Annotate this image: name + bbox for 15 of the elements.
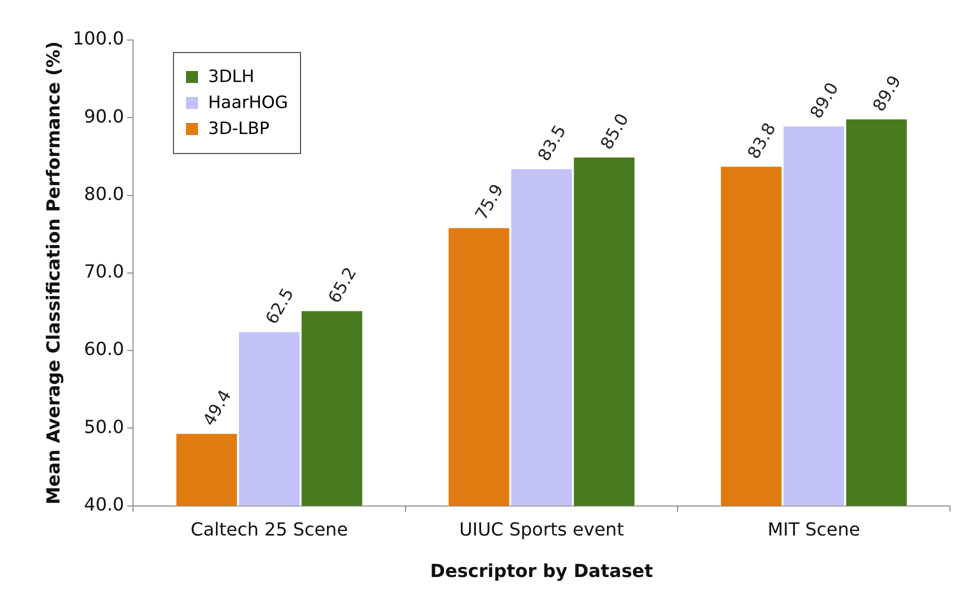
y-tick-label: 70.0 <box>84 262 124 283</box>
x-axis-title: Descriptor by Dataset <box>430 560 654 582</box>
y-axis-title: Mean Average Classification Performance (%) <box>43 41 64 504</box>
legend-label: HaarHOG <box>208 93 288 113</box>
x-tick-label: Caltech 25 Scene <box>190 519 348 540</box>
y-tick-label: 50.0 <box>84 416 124 438</box>
y-tick-label: 80.0 <box>84 184 124 205</box>
x-tick-label: MIT Scene <box>768 519 860 540</box>
legend-label: 3DLH <box>208 67 254 87</box>
x-tick-label: UIUC Sports event <box>459 519 624 540</box>
y-tick-label: 60.0 <box>84 339 124 360</box>
y-tick-label: 40.0 <box>84 494 124 516</box>
y-tick-label: 100.0 <box>72 28 124 50</box>
y-tick-label: 90.0 <box>84 106 124 128</box>
legend-label: 3D-LBP <box>208 119 270 139</box>
